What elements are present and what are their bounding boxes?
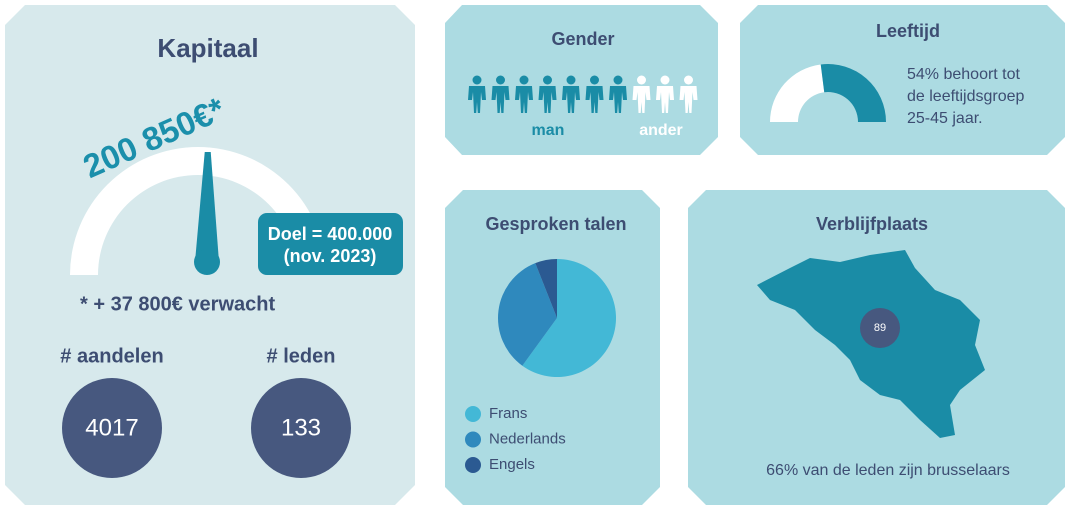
head bbox=[637, 75, 646, 85]
panel-leeftijd bbox=[740, 5, 1065, 155]
person-icon bbox=[632, 75, 651, 113]
head bbox=[684, 75, 693, 85]
person-icon bbox=[679, 75, 698, 113]
legend-label: Engels bbox=[489, 456, 535, 473]
person-icon bbox=[491, 75, 510, 113]
body bbox=[491, 86, 510, 113]
body bbox=[679, 86, 698, 113]
head bbox=[613, 75, 623, 85]
gauge-hub bbox=[194, 249, 220, 275]
circle bbox=[62, 378, 162, 478]
donut-rest bbox=[770, 64, 825, 122]
head bbox=[660, 75, 670, 85]
bubble-label: 89 bbox=[874, 322, 886, 334]
head bbox=[472, 75, 482, 85]
body bbox=[656, 86, 674, 113]
person-icon bbox=[656, 75, 674, 113]
legend-swatch bbox=[465, 431, 481, 448]
person-icon bbox=[609, 75, 627, 113]
legend-label: Frans bbox=[489, 405, 527, 422]
pie-slice bbox=[535, 259, 557, 318]
title: Leeftijd bbox=[876, 21, 940, 41]
head bbox=[543, 75, 552, 85]
person-icon bbox=[468, 75, 486, 113]
caption: 66% van de leden zijn brusselaars bbox=[766, 462, 1010, 479]
panel-gender bbox=[445, 5, 718, 155]
label: man bbox=[532, 122, 565, 139]
donut-value bbox=[820, 63, 886, 122]
head bbox=[590, 75, 599, 85]
pie-slice bbox=[497, 263, 557, 366]
head bbox=[519, 75, 529, 85]
title: Gesproken talen bbox=[485, 214, 626, 234]
gauge-track bbox=[70, 147, 326, 275]
goal-box bbox=[258, 213, 403, 275]
members: 133 bbox=[281, 414, 321, 441]
circle bbox=[251, 378, 351, 478]
text-line: de leeftijdsgroep bbox=[907, 88, 1025, 105]
label: ander bbox=[639, 122, 683, 139]
title: Kapitaal bbox=[157, 33, 258, 63]
person-icon bbox=[562, 75, 580, 113]
body bbox=[515, 86, 533, 113]
label: # aandelen bbox=[60, 345, 163, 367]
head bbox=[566, 75, 576, 85]
bubble bbox=[860, 308, 900, 348]
person-icon bbox=[538, 75, 557, 113]
body bbox=[538, 86, 557, 113]
shares: 4017 bbox=[85, 414, 138, 441]
person-icon bbox=[585, 75, 604, 113]
legend-swatch bbox=[465, 406, 481, 422]
legend-swatch bbox=[465, 457, 481, 473]
pie-slice bbox=[522, 259, 616, 378]
body bbox=[632, 86, 651, 113]
text-line: 25-45 jaar. bbox=[907, 110, 983, 127]
person-icon bbox=[515, 75, 533, 113]
head bbox=[496, 75, 505, 85]
gauge-needle bbox=[195, 151, 219, 263]
body bbox=[609, 86, 627, 113]
body bbox=[468, 86, 486, 113]
label: # leden bbox=[267, 345, 336, 367]
goal: Doel = 400.000 bbox=[268, 224, 393, 244]
legend-label: Nederlands bbox=[489, 430, 566, 447]
body bbox=[585, 86, 604, 113]
goal-date: (nov. 2023) bbox=[284, 246, 377, 266]
title: Gender bbox=[551, 29, 614, 49]
text-line: 54% behoort tot bbox=[907, 66, 1021, 83]
body bbox=[562, 86, 580, 113]
title: Verblijfplaats bbox=[816, 214, 928, 234]
expected: * + 37 800€ verwacht bbox=[80, 293, 275, 315]
